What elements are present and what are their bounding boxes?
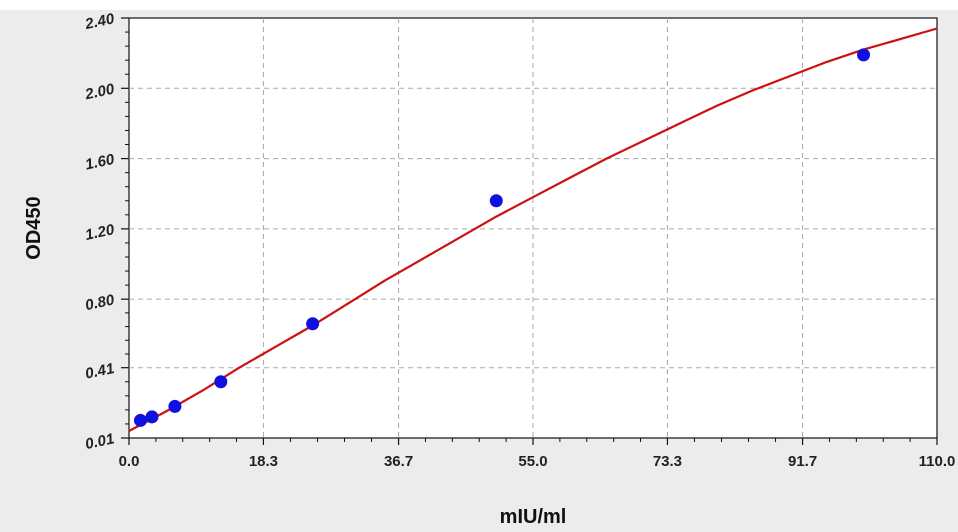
y-tick-label: 0.41 — [84, 360, 116, 383]
y-axis-ticks: 0.01 0.41 0.80 1.20 1.60 2.00 2.40 — [83, 10, 129, 453]
data-points — [133, 48, 871, 427]
y-tick-label: 1.60 — [84, 151, 117, 174]
data-point — [306, 317, 320, 331]
data-point — [489, 194, 503, 208]
y-tick-label: 2.40 — [83, 10, 117, 33]
data-point — [857, 48, 871, 62]
top-strip — [0, 0, 958, 10]
x-tick-label: 91.7 — [788, 453, 817, 470]
y-tick-label: 0.80 — [84, 291, 117, 314]
fit-curve-line — [128, 27, 938, 432]
x-tick-label: 0.0 — [119, 453, 140, 470]
minor-ticks — [125, 31, 911, 442]
x-tick-label: 36.7 — [384, 453, 413, 470]
data-point — [214, 375, 228, 389]
data-point — [168, 399, 182, 413]
grid-lines — [129, 18, 937, 438]
y-tick-label: 1.20 — [84, 221, 117, 244]
data-point — [133, 413, 147, 427]
x-tick-label: 110.0 — [919, 453, 956, 470]
y-axis-title: OD450 — [23, 196, 45, 259]
x-axis-ticks: 0.0 18.3 36.7 55.0 73.3 91.7 110.0 — [119, 438, 956, 470]
x-tick-label: 55.0 — [518, 453, 547, 470]
y-tick-label: 2.00 — [83, 80, 117, 103]
y-tick-label: 0.01 — [84, 430, 116, 453]
x-tick-label: 73.3 — [653, 453, 682, 470]
x-tick-label: 18.3 — [249, 453, 278, 470]
x-axis-title: mIU/ml — [500, 506, 567, 528]
data-point — [145, 410, 159, 424]
